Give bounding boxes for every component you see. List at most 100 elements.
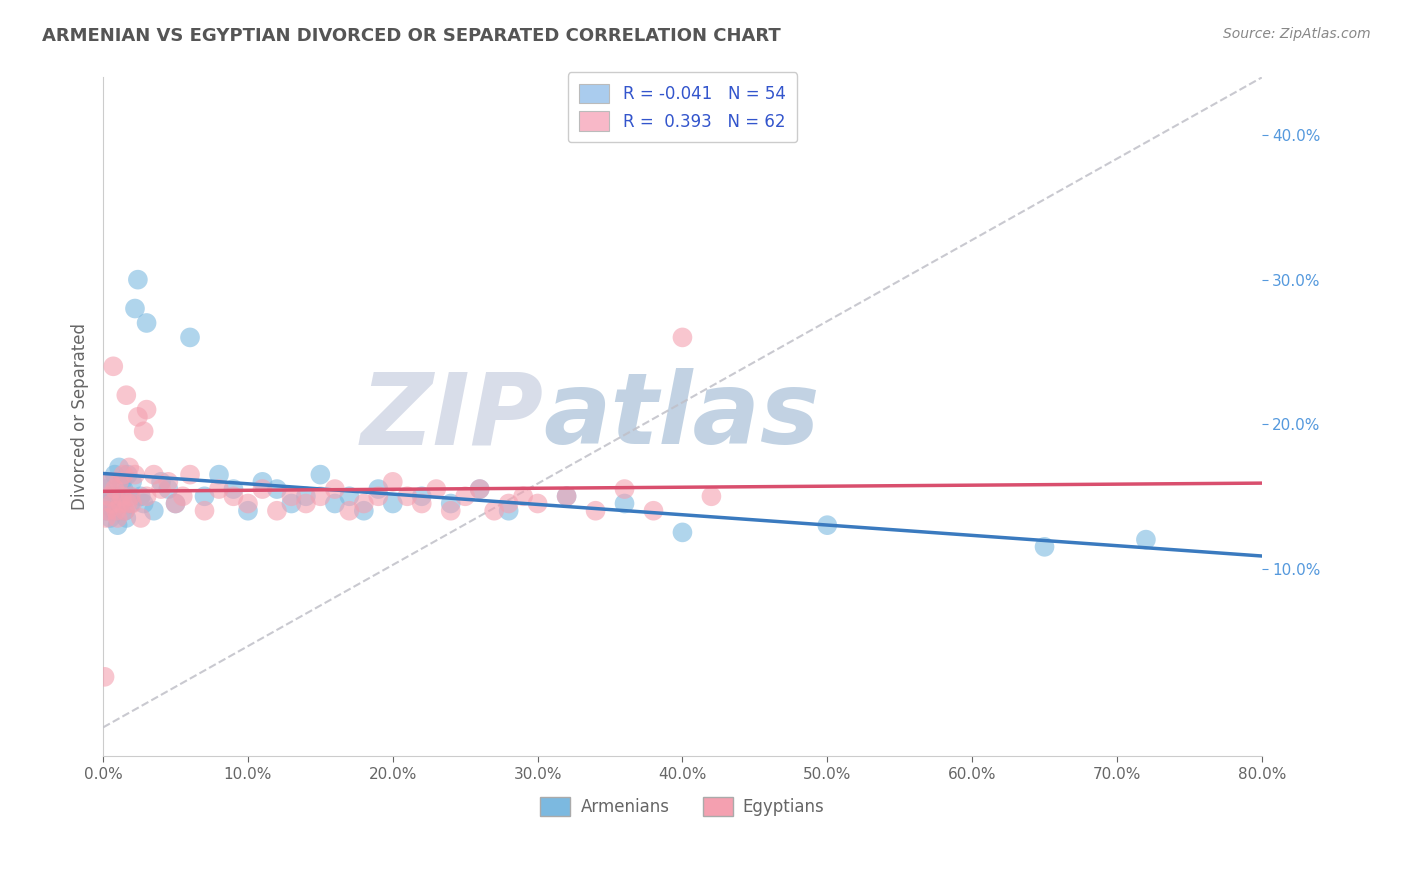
Point xyxy=(1135,533,1157,547)
Point xyxy=(118,489,141,503)
Point xyxy=(117,467,139,482)
Point xyxy=(179,467,201,482)
Point xyxy=(526,496,548,510)
Point xyxy=(295,489,318,503)
Legend: Armenians, Egyptians: Armenians, Egyptians xyxy=(534,790,831,822)
Point xyxy=(309,467,332,482)
Point xyxy=(98,511,121,525)
Point xyxy=(396,489,419,503)
Point xyxy=(671,525,693,540)
Point xyxy=(280,489,302,503)
Point xyxy=(121,475,143,489)
Point xyxy=(101,489,124,503)
Point xyxy=(103,359,125,374)
Point xyxy=(150,475,173,489)
Point xyxy=(115,511,138,525)
Point xyxy=(94,511,117,525)
Point xyxy=(179,330,201,344)
Point xyxy=(353,496,375,510)
Point xyxy=(124,467,146,482)
Point xyxy=(208,482,231,496)
Point xyxy=(440,496,463,510)
Point xyxy=(135,489,157,503)
Point xyxy=(172,489,194,503)
Point xyxy=(337,504,360,518)
Text: Source: ZipAtlas.com: Source: ZipAtlas.com xyxy=(1223,27,1371,41)
Text: ZIP: ZIP xyxy=(360,368,543,466)
Point xyxy=(111,489,134,503)
Point xyxy=(222,489,245,503)
Point xyxy=(555,489,578,503)
Point xyxy=(107,511,129,525)
Point xyxy=(468,482,491,496)
Point xyxy=(411,489,433,503)
Point xyxy=(108,460,131,475)
Text: atlas: atlas xyxy=(543,368,820,466)
Point xyxy=(425,482,447,496)
Point xyxy=(613,496,636,510)
Point xyxy=(118,460,141,475)
Point xyxy=(815,518,838,533)
Point xyxy=(135,316,157,330)
Point xyxy=(110,496,132,510)
Point xyxy=(111,475,134,489)
Point xyxy=(107,518,129,533)
Point xyxy=(208,467,231,482)
Point xyxy=(103,504,125,518)
Y-axis label: Divorced or Separated: Divorced or Separated xyxy=(72,324,89,510)
Point xyxy=(411,496,433,510)
Point xyxy=(96,504,118,518)
Point xyxy=(193,489,215,503)
Point xyxy=(142,504,165,518)
Point xyxy=(295,496,318,510)
Point xyxy=(367,489,389,503)
Point xyxy=(498,504,520,518)
Point xyxy=(700,489,723,503)
Point xyxy=(112,467,135,482)
Point xyxy=(482,504,505,518)
Point xyxy=(280,496,302,510)
Point xyxy=(165,496,187,510)
Point xyxy=(104,467,127,482)
Point xyxy=(96,475,118,489)
Point xyxy=(142,467,165,482)
Point xyxy=(165,496,187,510)
Point xyxy=(309,489,332,503)
Point xyxy=(93,670,115,684)
Point xyxy=(555,489,578,503)
Point xyxy=(150,482,173,496)
Point xyxy=(381,496,404,510)
Point xyxy=(1033,540,1056,554)
Point xyxy=(236,504,259,518)
Point xyxy=(124,301,146,316)
Point xyxy=(498,496,520,510)
Point xyxy=(381,475,404,489)
Point xyxy=(252,475,274,489)
Point xyxy=(115,388,138,402)
Point xyxy=(129,511,152,525)
Point xyxy=(97,489,120,503)
Point xyxy=(193,504,215,518)
Point xyxy=(114,504,136,518)
Point xyxy=(468,482,491,496)
Point xyxy=(266,504,288,518)
Point xyxy=(104,482,127,496)
Point xyxy=(97,496,120,510)
Point xyxy=(512,489,534,503)
Point xyxy=(112,482,135,496)
Point xyxy=(222,482,245,496)
Point xyxy=(643,504,665,518)
Point xyxy=(440,504,463,518)
Point xyxy=(135,402,157,417)
Point xyxy=(93,482,115,496)
Point xyxy=(353,504,375,518)
Text: ARMENIAN VS EGYPTIAN DIVORCED OR SEPARATED CORRELATION CHART: ARMENIAN VS EGYPTIAN DIVORCED OR SEPARAT… xyxy=(42,27,780,45)
Point xyxy=(266,482,288,496)
Point xyxy=(236,496,259,510)
Point xyxy=(132,496,155,510)
Point xyxy=(671,330,693,344)
Point xyxy=(94,504,117,518)
Point xyxy=(157,475,180,489)
Point xyxy=(157,482,180,496)
Point xyxy=(117,496,139,510)
